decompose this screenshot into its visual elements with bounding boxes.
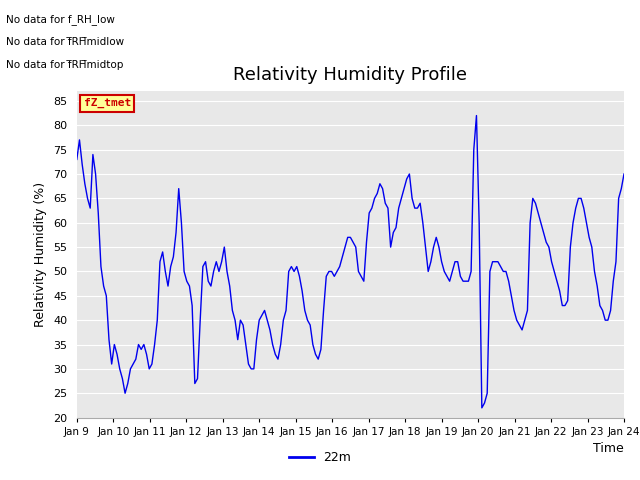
Y-axis label: Relativity Humidity (%): Relativity Humidity (%) <box>35 182 47 327</box>
Text: No data for f̅RH̅midlow: No data for f̅RH̅midlow <box>6 37 125 48</box>
X-axis label: Time: Time <box>593 442 624 455</box>
Title: Relativity Humidity Profile: Relativity Humidity Profile <box>234 66 467 84</box>
Text: No data for f_RH_low: No data for f_RH_low <box>6 14 115 25</box>
Text: fZ_tmet: fZ_tmet <box>84 98 131 108</box>
Text: No data for f̅RH̅midtop: No data for f̅RH̅midtop <box>6 60 124 71</box>
Legend: 22m: 22m <box>284 446 356 469</box>
